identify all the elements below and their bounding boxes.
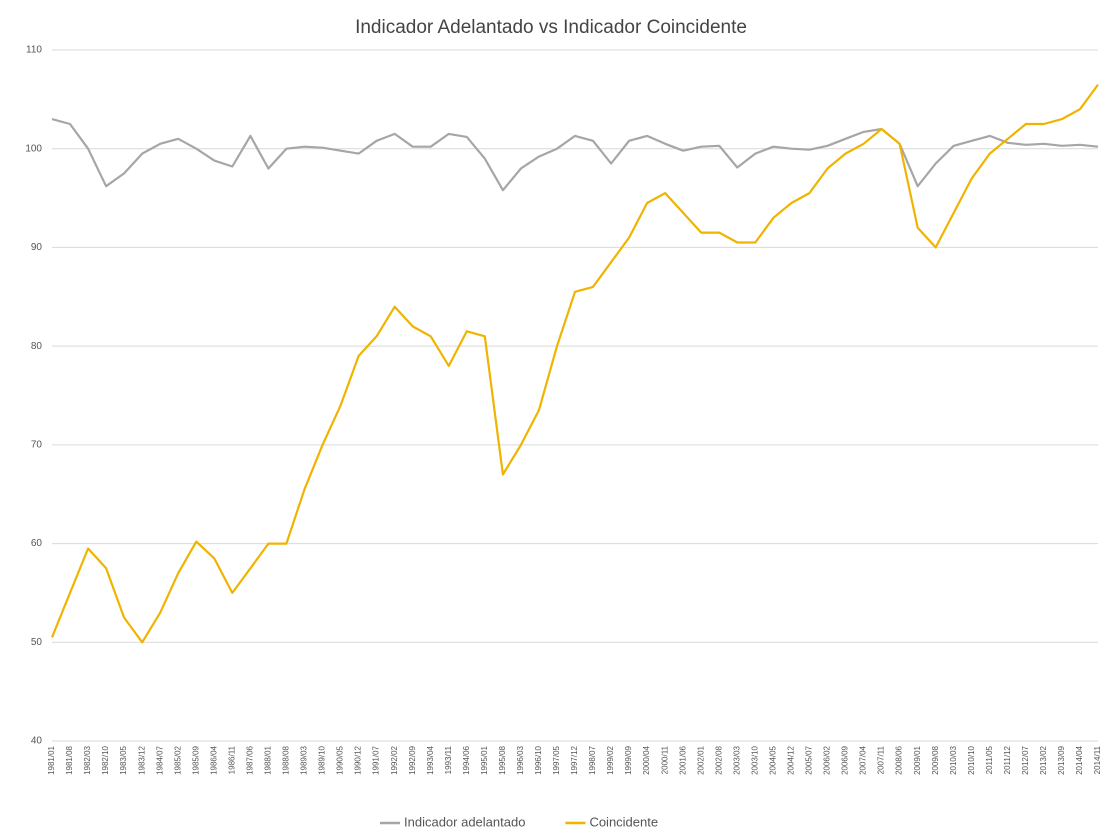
x-tick-label: 2008/06: [895, 745, 904, 774]
x-tick-label: 2006/02: [823, 745, 832, 774]
x-tick-label: 2012/07: [1021, 745, 1030, 774]
x-tick-label: 2001/06: [678, 745, 687, 774]
y-tick-label: 60: [31, 538, 43, 549]
x-tick-label: 1989/10: [318, 745, 327, 774]
x-tick-label: 1996/03: [516, 745, 525, 774]
x-tick-label: 1981/08: [65, 745, 74, 774]
x-tick-label: 2003/10: [750, 745, 759, 774]
x-tick-label: 1990/12: [354, 745, 363, 774]
x-tick-label: 1992/02: [390, 745, 399, 774]
x-tick-label: 1988/08: [282, 745, 291, 774]
x-tick-label: 1999/09: [624, 745, 633, 774]
x-tick-label: 1997/05: [552, 745, 561, 774]
x-tick-label: 2013/02: [1039, 745, 1048, 774]
y-tick-label: 40: [31, 736, 43, 747]
x-tick-label: 1998/07: [588, 745, 597, 774]
x-tick-label: 1987/06: [245, 745, 254, 774]
x-tick-label: 1991/07: [372, 745, 381, 774]
x-tick-label: 2002/08: [714, 745, 723, 774]
x-tick-label: 1985/09: [191, 745, 200, 774]
x-tick-label: 1996/10: [534, 745, 543, 774]
x-tick-label: 1990/05: [336, 745, 345, 774]
x-tick-label: 1981/01: [47, 745, 56, 774]
x-tick-label: 1993/11: [444, 745, 453, 774]
y-tick-label: 110: [26, 45, 42, 56]
x-tick-label: 2014/04: [1075, 745, 1084, 774]
x-tick-label: 2007/04: [859, 745, 868, 774]
x-tick-label: 1989/03: [300, 745, 309, 774]
x-tick-label: 2005/07: [805, 745, 814, 774]
x-tick-label: 1999/02: [606, 745, 615, 774]
x-tick-label: 1995/01: [480, 745, 489, 774]
series-line: [51, 118, 1099, 192]
x-tick-label: 2009/01: [913, 745, 922, 774]
legend-label: Coincidente: [589, 814, 658, 829]
x-tick-label: 2000/04: [642, 745, 651, 774]
x-tick-label: 1982/10: [101, 745, 110, 774]
series-line: [50, 83, 1099, 644]
y-tick-label: 90: [31, 242, 43, 253]
chart-title: Indicador Adelantado vs Indicador Coinci…: [355, 17, 747, 38]
x-tick-label: 1992/09: [408, 745, 417, 774]
x-tick-label: 2010/03: [949, 745, 958, 774]
x-tick-label: 2014/11: [1093, 745, 1102, 774]
x-tick-label: 1985/02: [173, 745, 182, 774]
x-tick-label: 1995/08: [498, 745, 507, 774]
x-tick-label: 2004/12: [787, 745, 796, 774]
x-tick-label: 1988/01: [264, 745, 273, 774]
x-tick-label: 2006/09: [841, 745, 850, 774]
legend-label: Indicador adelantado: [404, 814, 525, 829]
x-tick-label: 2000/11: [660, 745, 669, 774]
x-tick-label: 2009/08: [931, 745, 940, 774]
x-tick-label: 1986/04: [209, 745, 218, 774]
x-tick-label: 2002/01: [696, 745, 705, 774]
y-tick-label: 80: [31, 341, 43, 352]
x-tick-label: 2010/10: [967, 745, 976, 774]
x-tick-label: 2007/11: [877, 745, 886, 774]
x-tick-label: 2004/05: [768, 745, 777, 774]
x-tick-label: 1986/11: [227, 745, 236, 774]
y-tick-label: 70: [31, 439, 43, 450]
x-tick-label: 1994/06: [462, 745, 471, 774]
x-tick-label: 1982/03: [83, 745, 92, 774]
x-tick-label: 2011/12: [1003, 745, 1012, 774]
y-tick-label: 50: [31, 637, 43, 648]
x-tick-label: 2003/03: [732, 745, 741, 774]
x-tick-label: 1993/04: [426, 745, 435, 774]
x-tick-label: 1984/07: [155, 745, 164, 774]
x-tick-label: 1983/12: [137, 745, 146, 774]
x-tick-label: 1997/12: [570, 745, 579, 774]
y-tick-label: 100: [25, 143, 42, 154]
x-tick-label: 2013/09: [1057, 745, 1066, 774]
x-tick-label: 2011/05: [985, 745, 994, 774]
x-tick-label: 1983/05: [119, 745, 128, 774]
